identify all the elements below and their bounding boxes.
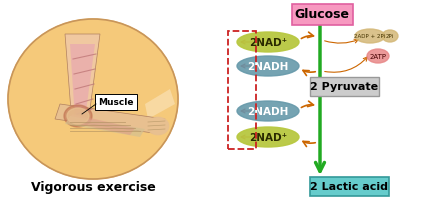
Ellipse shape	[237, 127, 299, 147]
Polygon shape	[145, 90, 175, 119]
FancyBboxPatch shape	[310, 77, 379, 96]
Text: Vigorous exercise: Vigorous exercise	[30, 181, 155, 194]
Polygon shape	[65, 116, 145, 137]
Ellipse shape	[237, 102, 299, 121]
FancyBboxPatch shape	[95, 94, 137, 110]
Polygon shape	[55, 104, 165, 134]
Text: 2ADP + 2Pi: 2ADP + 2Pi	[354, 34, 385, 39]
Text: 2 Lactic acid: 2 Lactic acid	[310, 181, 388, 191]
Ellipse shape	[147, 118, 169, 135]
Text: 2NADH: 2NADH	[247, 62, 288, 72]
Text: 2NADH: 2NADH	[247, 106, 288, 116]
Text: Glucose: Glucose	[294, 8, 349, 21]
Ellipse shape	[64, 105, 92, 127]
Polygon shape	[70, 45, 95, 119]
Ellipse shape	[367, 50, 389, 64]
FancyBboxPatch shape	[310, 177, 388, 196]
Text: 2 Pyruvate: 2 Pyruvate	[310, 82, 378, 92]
Ellipse shape	[382, 31, 398, 43]
Ellipse shape	[237, 57, 299, 77]
Text: 2ATP: 2ATP	[370, 54, 387, 60]
Ellipse shape	[355, 30, 385, 44]
Ellipse shape	[237, 33, 299, 53]
Ellipse shape	[67, 109, 89, 124]
FancyBboxPatch shape	[291, 4, 352, 25]
Polygon shape	[68, 114, 135, 135]
Text: 2Pi: 2Pi	[386, 34, 394, 39]
Text: 2NAD⁺: 2NAD⁺	[249, 38, 287, 48]
Text: Muscle: Muscle	[98, 98, 134, 107]
Polygon shape	[65, 35, 100, 124]
Ellipse shape	[8, 20, 178, 179]
Text: 2NAD⁺: 2NAD⁺	[249, 132, 287, 142]
